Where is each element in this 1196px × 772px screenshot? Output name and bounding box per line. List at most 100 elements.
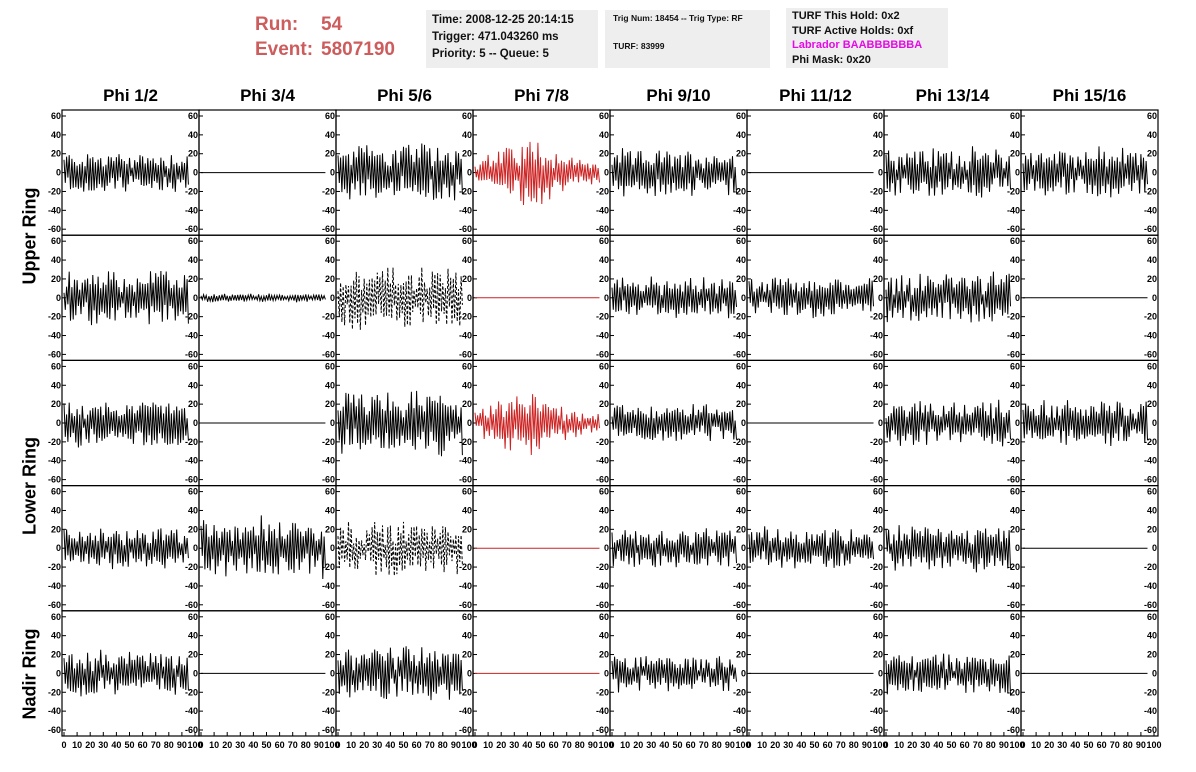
y-tick-label: 40 (51, 130, 61, 140)
y-tick-label: 0 (330, 293, 335, 303)
y-tick-label: -60 (459, 349, 472, 359)
y-tick-label: 0 (330, 418, 335, 428)
y-tick-label: -40 (459, 706, 472, 716)
y-tick-label: -20 (1007, 312, 1020, 322)
y-tick-label: 0 (467, 418, 472, 428)
x-tick-label: 100 (461, 740, 476, 750)
y-tick-label: 40 (325, 255, 335, 265)
waveform-trace (63, 154, 189, 192)
waveform-panel: -60 -60 -40 -40 -20 -20 0 0 20 20 40 40 60 60 (48, 485, 200, 612)
y-tick-label: -40 (870, 205, 883, 215)
y-tick-label: 0 (1015, 293, 1020, 303)
y-tick-label: -40 (1144, 205, 1157, 215)
y-tick-label: -60 (322, 600, 335, 610)
y-tick-label: -60 (733, 475, 746, 485)
y-tick-label: -40 (596, 581, 609, 591)
waveform-panel: -60 -40 -20 0 20 40 60 (1020, 610, 1159, 737)
y-tick-label: 40 (51, 631, 61, 641)
y-tick-label: 60 (462, 487, 472, 497)
y-tick-label: 60 (51, 487, 61, 497)
y-tick-label: 60 (325, 487, 335, 497)
x-tick-label: 50 (535, 740, 545, 750)
y-tick-label: 0 (193, 293, 198, 303)
x-tick-label: 40 (111, 740, 121, 750)
y-tick-label: -20 (733, 687, 746, 697)
y-tick-label: -20 (459, 562, 472, 572)
y-tick-label: 20 (1147, 149, 1157, 159)
x-tick-label: 10 (209, 740, 219, 750)
waveform-trace (63, 649, 189, 697)
y-tick-label: 40 (188, 255, 198, 265)
waveform-panel: -60 -40 -20 0 20 40 60 (609, 485, 748, 612)
y-tick-label: -60 (733, 224, 746, 234)
y-tick-label: -40 (1144, 456, 1157, 466)
y-tick-label: 0 (56, 168, 61, 178)
y-tick-label: -60 (1007, 224, 1020, 234)
y-tick-label: 60 (873, 111, 883, 121)
x-tick-label: 40 (522, 740, 532, 750)
y-tick-label: 20 (873, 650, 883, 660)
y-tick-label: -60 (1144, 224, 1157, 234)
y-tick-label: 0 (56, 543, 61, 553)
y-tick-label: 60 (188, 612, 198, 622)
waveform-panel: -60 -40 -20 0 20 40 60 (609, 610, 748, 737)
y-tick-label: 0 (1015, 668, 1020, 678)
y-tick-label: 20 (188, 274, 198, 284)
y-tick-label: -20 (322, 687, 335, 697)
waveform-trace (200, 515, 326, 580)
x-tick-label: 30 (509, 740, 519, 750)
x-tick-label: 20 (222, 740, 232, 750)
y-tick-label: 0 (56, 293, 61, 303)
y-tick-label: 20 (873, 274, 883, 284)
waveform-panel: -60 -40 -20 0 20 40 60 (746, 359, 885, 487)
y-tick-label: 60 (51, 111, 61, 121)
y-tick-label: -60 (459, 475, 472, 485)
y-tick-label: -60 (322, 349, 335, 359)
x-tick-label: 40 (933, 740, 943, 750)
y-tick-label: 0 (330, 543, 335, 553)
waveform-trace (611, 404, 737, 442)
waveform-panel: -60 -40 -20 0 20 40 60 (883, 109, 1022, 236)
y-tick-label: 20 (1147, 650, 1157, 660)
y-tick-label: 0 (467, 168, 472, 178)
y-tick-label: 20 (51, 149, 61, 159)
y-tick-label: 40 (1147, 505, 1157, 515)
y-tick-label: -60 (322, 224, 335, 234)
y-tick-label: -60 (596, 475, 609, 485)
y-tick-label: 0 (1015, 168, 1020, 178)
waveform-trace (63, 270, 189, 326)
y-tick-label: 40 (1010, 380, 1020, 390)
y-tick-label: 40 (1010, 130, 1020, 140)
y-tick-label: 20 (462, 524, 472, 534)
x-tick-label: 60 (686, 740, 696, 750)
y-tick-label: -40 (870, 581, 883, 591)
y-tick-label: -40 (48, 706, 61, 716)
y-tick-label: 40 (599, 130, 609, 140)
y-tick-label: 20 (736, 524, 746, 534)
column-header: Phi 1/2 (103, 86, 158, 105)
y-tick-label: 40 (736, 255, 746, 265)
y-tick-label: -40 (185, 331, 198, 341)
x-tick-label: 0 (335, 740, 340, 750)
y-tick-label: 0 (1015, 418, 1020, 428)
y-tick-label: 20 (188, 650, 198, 660)
y-tick-label: 60 (1010, 236, 1020, 246)
y-tick-label: 40 (462, 631, 472, 641)
y-tick-label: 20 (736, 650, 746, 660)
trig-num-text: Trig Num: 18454 -- Trig Type: RF (613, 13, 743, 23)
x-tick-label: 60 (549, 740, 559, 750)
x-tick-label: 10 (757, 740, 767, 750)
y-tick-label: -60 (733, 600, 746, 610)
y-tick-label: -20 (870, 186, 883, 196)
y-tick-label: 0 (878, 168, 883, 178)
run-event-label: Run: 54 Event: 5807190 (255, 12, 395, 62)
y-tick-label: 40 (325, 130, 335, 140)
y-tick-label: -20 (1007, 687, 1020, 697)
y-tick-label: -20 (1007, 186, 1020, 196)
event-value: 5807190 (321, 39, 395, 60)
x-tick-label: 60 (1097, 740, 1107, 750)
y-tick-label: 20 (188, 149, 198, 159)
y-tick-label: -20 (322, 186, 335, 196)
y-tick-label: -20 (322, 312, 335, 322)
y-tick-label: -60 (596, 224, 609, 234)
